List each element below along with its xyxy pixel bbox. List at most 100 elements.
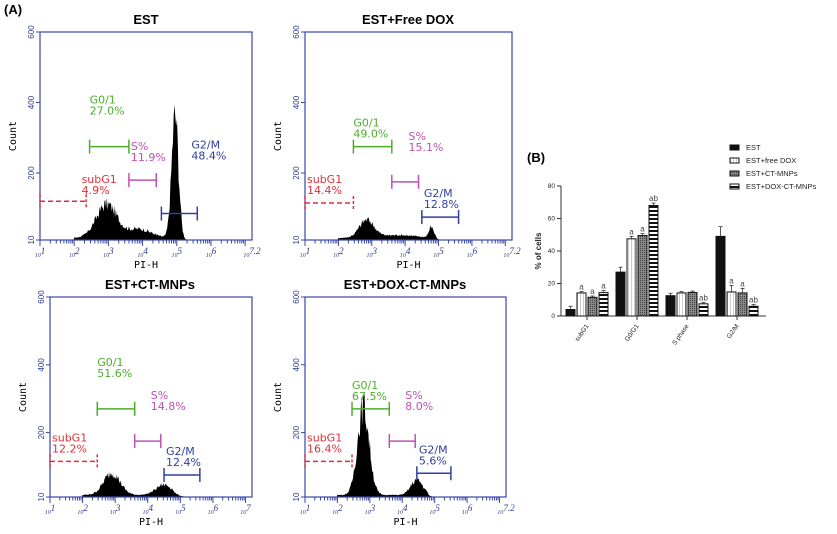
gate-percent: 27.0% <box>90 105 125 118</box>
legend-label: EST+DOX-CT-MNPs <box>746 182 816 191</box>
gate-s: S%14.8% <box>133 389 186 449</box>
gate-name: subG1 <box>82 173 117 186</box>
x-tick-label: 103 <box>103 246 114 259</box>
gate-percent: 5.6% <box>419 454 447 467</box>
y-tick-label: 80 <box>548 183 556 190</box>
histogram-est-free-dox: EST+Free DOX 10 200 400 600 Count 101 102 103 104… <box>273 12 521 271</box>
legend-swatch <box>729 157 740 164</box>
gate-percent: 14.4% <box>307 184 342 197</box>
x-tick-label: 107.2 <box>243 246 261 259</box>
gate-percent: 49.0% <box>353 128 388 141</box>
gate-percent: 15.1% <box>409 141 444 154</box>
gate-name: subG1 <box>307 173 342 186</box>
y-tick-label: 600 <box>292 25 301 39</box>
bar <box>715 235 726 317</box>
gate-percent: 12.2% <box>52 442 87 455</box>
legend-label: EST <box>746 143 761 152</box>
legend-swatch <box>729 170 740 177</box>
x-tick-label: 106 <box>462 503 473 516</box>
y-tick-label: 600 <box>27 25 36 39</box>
gate-g2m: G2/M12.8% <box>421 187 460 225</box>
gate-percent: 51.6% <box>97 367 132 380</box>
significance-label: a <box>740 279 745 288</box>
histogram-title: EST+CT-MNPs <box>105 277 195 292</box>
gate-g01: G0/167.5% <box>351 379 391 416</box>
gate-percent: 14.8% <box>151 400 186 413</box>
gate-g2m: G2/M12.4% <box>163 445 201 482</box>
gate-percent: 16.4% <box>307 442 342 455</box>
bar <box>698 303 709 317</box>
x-tick-label: 103 <box>367 246 378 259</box>
gate-name: G2/M <box>191 139 220 152</box>
x-tick-label: 107.2 <box>503 246 521 259</box>
bar <box>565 309 576 317</box>
x-tick-label: 105 <box>175 503 186 516</box>
x-tick-label: 102 <box>333 246 344 259</box>
x-tick-label: 105 <box>172 246 183 259</box>
panel-a-label: (A) <box>4 2 22 17</box>
y-tick-label: 10 <box>27 235 36 244</box>
gate-g01: G0/127.0% <box>88 94 130 154</box>
x-tick-label: 104 <box>142 503 153 516</box>
bar <box>748 305 759 317</box>
significance-label: ab <box>649 194 658 203</box>
x-tick-label: 101 <box>300 503 311 516</box>
gate-s: S%11.9% <box>128 140 166 188</box>
significance-label: a <box>640 225 645 234</box>
plot-frame <box>304 31 513 241</box>
bar <box>615 271 626 317</box>
x-tick-label: 104 <box>137 246 148 259</box>
gate-g2m: G2/M48.4% <box>160 139 226 221</box>
x-tick-label: subG1 <box>574 323 591 343</box>
x-tick-label: 101 <box>300 246 311 259</box>
x-tick-label: 106 <box>467 246 478 259</box>
gate-name: S% <box>151 389 168 402</box>
histogram-title: EST+Free DOX <box>362 12 454 27</box>
significance-label: ab <box>699 294 708 303</box>
x-tick-label: 107.2 <box>497 503 515 516</box>
legend-label: EST+CT-MNPs <box>746 169 798 178</box>
gate-percent: 12.4% <box>166 456 201 469</box>
x-tick-label: 104 <box>397 503 408 516</box>
gate-name: G0/1 <box>352 379 378 392</box>
y-tick-label: 200 <box>37 425 46 439</box>
histogram-est-dox-ct-mnps: EST+DOX-CT-MNPs 10 200 400 600 Count 101 102 103… <box>273 277 515 528</box>
significance-label: a <box>601 282 606 291</box>
legend-swatch <box>729 144 740 151</box>
y-tick-label: 200 <box>27 166 36 180</box>
gate-g2m: G2/M5.6% <box>416 443 452 481</box>
gate-name: subG1 <box>307 431 342 444</box>
gate-name: G2/M <box>166 445 195 458</box>
x-tick-label: 105 <box>433 246 444 259</box>
plot-frame <box>39 31 253 241</box>
y-tick-label: 40 <box>548 248 556 255</box>
x-tick-label: 102 <box>332 503 343 516</box>
gate-percent: 11.9% <box>131 151 166 164</box>
x-tick-label: G0/G1 <box>624 323 641 343</box>
x-axis-label: PI-H <box>396 260 420 271</box>
bar <box>598 292 609 317</box>
x-tick-label: 103 <box>365 503 376 516</box>
significance-label: a <box>729 276 734 285</box>
y-tick-label: 600 <box>292 290 301 304</box>
x-tick-label: 102 <box>77 503 88 516</box>
gate-percent: 12.8% <box>424 198 459 211</box>
gate-g01: G0/151.6% <box>96 356 136 416</box>
histogram-distribution <box>40 104 189 241</box>
x-tick-label: 101 <box>35 246 46 259</box>
x-tick-label: S phase <box>671 323 691 347</box>
y-tick-label: 0 <box>551 313 555 320</box>
bar <box>576 292 587 317</box>
y-tick-label: 10 <box>292 235 301 244</box>
y-tick-label: 60 <box>548 216 556 223</box>
x-tick-label: 107 <box>240 503 251 516</box>
gate-s: S%8.0% <box>388 389 433 449</box>
gate-name: G0/1 <box>97 356 123 369</box>
y-axis-label: Count <box>18 382 29 412</box>
gate-name: G0/1 <box>90 94 116 107</box>
